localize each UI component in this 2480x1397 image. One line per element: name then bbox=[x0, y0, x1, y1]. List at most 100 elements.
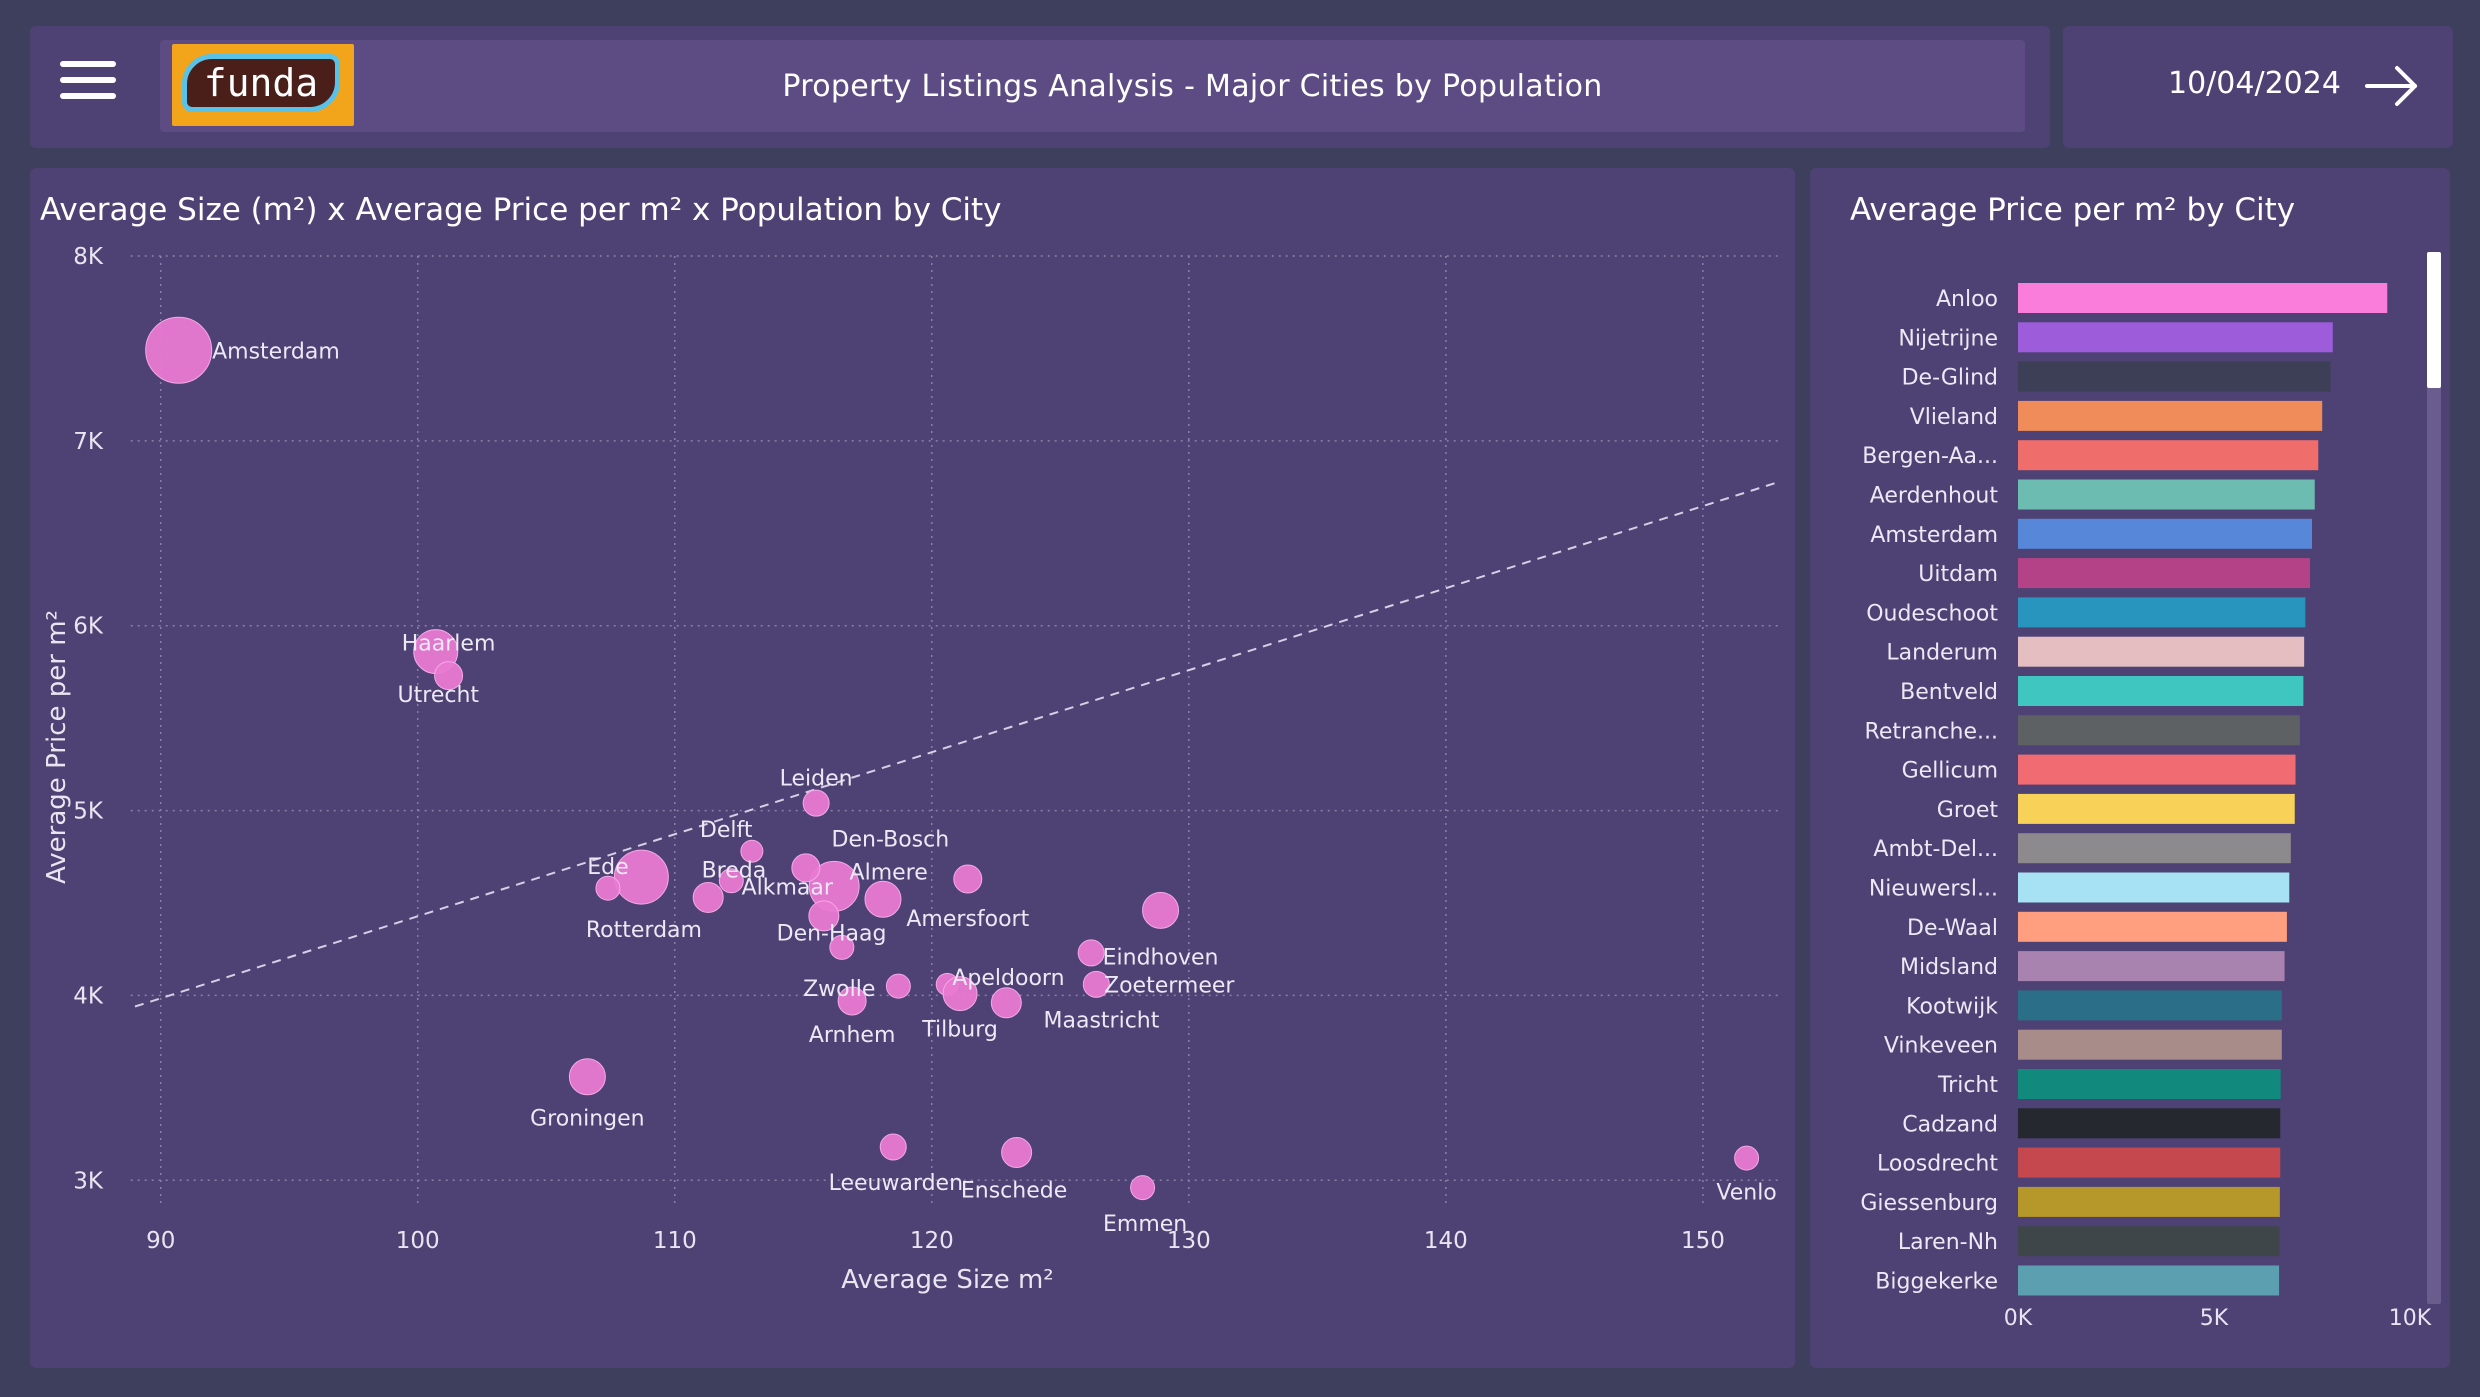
point-label: Arnhem bbox=[809, 1023, 896, 1048]
point-label: Ede bbox=[587, 855, 628, 880]
y-tick-label: 8K bbox=[73, 244, 104, 270]
point-label: Delft bbox=[700, 818, 753, 843]
bar[interactable] bbox=[2018, 1147, 2281, 1178]
header-bar: funda Property Listings Analysis - Major… bbox=[30, 26, 2050, 148]
point-label: Den-Haag bbox=[777, 922, 887, 947]
scatter-point[interactable] bbox=[595, 875, 621, 901]
bar-category-label: Ambt-Del... bbox=[1873, 837, 1998, 862]
bar-x-tick-label: 0K bbox=[2004, 1306, 2033, 1331]
bar[interactable] bbox=[2018, 1029, 2282, 1060]
scatter-point[interactable] bbox=[879, 1133, 907, 1161]
scatter-point[interactable] bbox=[740, 839, 764, 863]
scatter-point[interactable] bbox=[1142, 891, 1180, 929]
y-tick-label: 6K bbox=[73, 614, 104, 640]
scatter-chart: 90 100 110 120 130 140 150 3K 4K 5K 6K 7K 8K Average … bbox=[42, 244, 1781, 1295]
point-label: Alkmaar bbox=[742, 875, 834, 900]
bar[interactable] bbox=[2018, 872, 2290, 903]
date-panel: 10/04/2024 bbox=[2063, 26, 2453, 148]
bar[interactable] bbox=[2018, 283, 2388, 313]
bar[interactable] bbox=[2018, 1069, 2281, 1099]
bar[interactable] bbox=[2018, 951, 2285, 982]
bar[interactable] bbox=[2018, 322, 2333, 353]
bar[interactable] bbox=[2018, 1265, 2280, 1296]
y-tick-label: 7K bbox=[73, 429, 104, 455]
arrow-right-icon[interactable] bbox=[2363, 56, 2423, 116]
x-tick-label: 150 bbox=[1681, 1228, 1725, 1254]
bar-x-tick-label: 10K bbox=[2389, 1306, 2432, 1331]
y-tick-label: 5K bbox=[73, 799, 104, 825]
bar[interactable] bbox=[2018, 597, 2306, 628]
bar-category-label: Uitdam bbox=[1918, 562, 1998, 587]
scatter-point[interactable] bbox=[864, 880, 902, 918]
bar[interactable] bbox=[2018, 715, 2300, 746]
bar[interactable] bbox=[2018, 479, 2315, 510]
bar[interactable] bbox=[2018, 361, 2331, 392]
scatter-point[interactable] bbox=[791, 853, 821, 883]
point-label: Enschede bbox=[961, 1179, 1067, 1204]
point-label: Eindhoven bbox=[1103, 946, 1219, 971]
bar-category-label: Tricht bbox=[1937, 1073, 1998, 1098]
x-tick-label: 120 bbox=[910, 1228, 954, 1254]
scatter-point[interactable] bbox=[942, 976, 978, 1012]
scatter-point[interactable] bbox=[953, 864, 983, 894]
scatter-point[interactable] bbox=[1082, 970, 1110, 998]
x-tick-label: 110 bbox=[653, 1228, 697, 1254]
bar[interactable] bbox=[2018, 1186, 2280, 1217]
scatter-point[interactable] bbox=[1130, 1175, 1156, 1201]
scatter-point[interactable] bbox=[145, 316, 213, 384]
bar-category-label: Anloo bbox=[1936, 287, 1998, 312]
scrollbar-track[interactable] bbox=[2427, 252, 2441, 1304]
scatter-point[interactable] bbox=[808, 900, 840, 932]
y-axis-label: Average Price per m² bbox=[42, 610, 72, 884]
bar[interactable] bbox=[2018, 793, 2295, 824]
bar[interactable] bbox=[2018, 990, 2282, 1021]
x-tick-label: 100 bbox=[396, 1228, 440, 1254]
y-tick-label: 4K bbox=[73, 983, 104, 1009]
bar-category-label: Laren-Nh bbox=[1898, 1230, 1998, 1255]
scatter-point[interactable] bbox=[692, 881, 724, 913]
bar[interactable] bbox=[2018, 754, 2296, 785]
point-label: Apeldoorn bbox=[952, 966, 1064, 991]
bar[interactable] bbox=[2018, 400, 2323, 431]
point-label: Utrecht bbox=[398, 683, 480, 708]
scatter-point[interactable] bbox=[802, 789, 830, 817]
x-tick-label: 90 bbox=[146, 1228, 175, 1254]
scatter-chart-title: Average Size (m²) x Average Price per m²… bbox=[40, 192, 1002, 228]
bar[interactable] bbox=[2018, 676, 2304, 706]
point-label: Almere bbox=[850, 861, 928, 886]
scatter-point[interactable] bbox=[1077, 939, 1105, 967]
bar-category-label: Landerum bbox=[1886, 641, 1998, 666]
bar[interactable] bbox=[2018, 911, 2287, 942]
scatter-point[interactable] bbox=[613, 849, 669, 905]
scatter-point[interactable] bbox=[829, 934, 855, 960]
point-label: Venlo bbox=[1716, 1180, 1776, 1205]
bar-category-label: Gellicum bbox=[1902, 759, 1998, 784]
bar-chart-panel: Average Price per m² by City Anloo Nijetr… bbox=[1810, 168, 2450, 1368]
bar-category-label: Nijetrijne bbox=[1898, 326, 1998, 351]
point-label: Groningen bbox=[530, 1106, 645, 1131]
bar[interactable] bbox=[2018, 440, 2319, 471]
scatter-point[interactable] bbox=[1001, 1137, 1033, 1169]
bar[interactable] bbox=[2018, 833, 2291, 864]
scatter-point[interactable] bbox=[434, 661, 464, 691]
point-label: Rotterdam bbox=[586, 918, 702, 943]
bar[interactable] bbox=[2018, 518, 2312, 549]
scrollbar-thumb[interactable] bbox=[2427, 252, 2441, 388]
bar-category-label: Cadzand bbox=[1902, 1112, 1998, 1137]
scatter-point[interactable] bbox=[990, 987, 1022, 1019]
bar[interactable] bbox=[2018, 558, 2311, 589]
page-title: Property Listings Analysis - Major Citie… bbox=[782, 68, 1603, 104]
scatter-point[interactable] bbox=[718, 868, 744, 894]
title-strip: funda Property Listings Analysis - Major… bbox=[160, 40, 2025, 132]
bar[interactable] bbox=[2018, 1108, 2281, 1139]
scatter-point[interactable] bbox=[837, 986, 867, 1016]
bar[interactable] bbox=[2018, 636, 2305, 667]
scatter-point[interactable] bbox=[1734, 1145, 1760, 1171]
bar[interactable] bbox=[2018, 1226, 2280, 1257]
bar-category-label: Groet bbox=[1937, 798, 1999, 823]
scatter-chart-panel: Average Size (m²) x Average Price per m²… bbox=[30, 168, 1795, 1368]
scatter-point[interactable] bbox=[885, 973, 911, 999]
hamburger-menu-icon[interactable] bbox=[60, 61, 116, 111]
point-label: Amsterdam bbox=[212, 339, 340, 364]
scatter-point[interactable] bbox=[568, 1058, 606, 1096]
